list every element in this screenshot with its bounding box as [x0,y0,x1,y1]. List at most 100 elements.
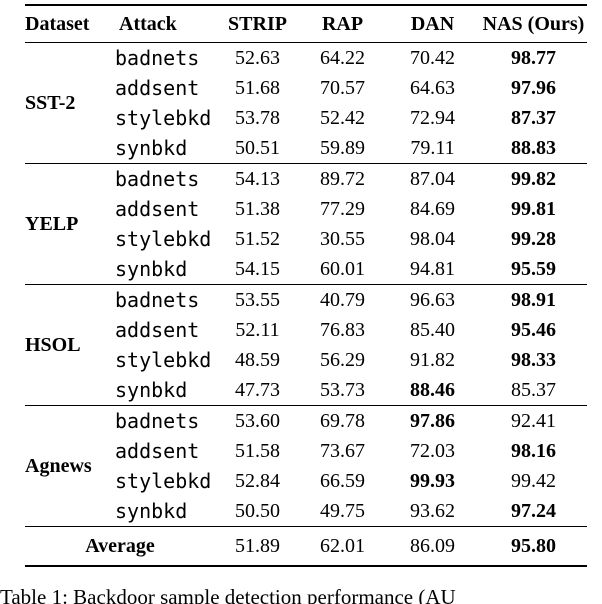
attack-label: stylebkd [115,227,212,251]
value-cell: 97.96 [511,76,556,99]
attack-label: stylebkd [115,348,212,372]
table-row: addsent 51.38 77.29 84.69 99.81 [25,194,587,224]
value-cell: 64.22 [320,46,365,69]
column-header-strip: STRIP [228,13,287,35]
value-cell: 99.81 [511,197,556,220]
column-header-dataset: Dataset [25,13,90,35]
attack-label: stylebkd [115,469,212,493]
value-cell: 98.77 [511,46,556,69]
average-value-cell: 51.89 [235,534,280,557]
value-cell: 87.04 [410,167,455,190]
value-cell: 49.75 [320,499,365,522]
results-table: Dataset Attack STRIP RAP DAN NAS (Ours) SST-2… [25,4,587,567]
value-cell: 52.63 [235,46,280,69]
table-header: Dataset Attack STRIP RAP DAN NAS (Ours) [25,5,587,43]
value-cell: 51.68 [235,76,280,99]
value-cell: 73.67 [320,439,365,462]
value-cell: 30.55 [320,227,365,250]
header-row: Dataset Attack STRIP RAP DAN NAS (Ours) [25,5,587,43]
column-header-nas-ours: NAS (Ours) [482,13,585,35]
value-cell: 72.94 [410,106,455,129]
table-row: synbkd 50.50 49.75 93.62 97.24 [25,496,587,527]
attack-label: addsent [115,439,200,463]
value-cell: 53.55 [235,288,280,311]
value-cell: 79.11 [410,136,455,159]
value-cell: 53.78 [235,106,280,129]
value-cell: 77.29 [320,197,365,220]
column-header-attack: Attack [119,13,177,35]
attack-label: badnets [115,46,200,70]
table-row: Agnews badnets 53.60 69.78 97.86 92.41 [25,406,587,477]
table-row: stylebkd 48.59 56.29 91.82 98.33 [25,345,587,375]
value-cell: 88.46 [410,378,455,401]
dataset-label: YELP [25,212,79,235]
dataset-group-hsol: HSOL badnets 53.55 40.79 96.63 98.91 addsent 52… [25,285,587,406]
table-row: stylebkd 53.78 52.42 72.94 87.37 [25,103,587,133]
table-row: synbkd 54.15 60.01 94.81 95.59 [25,254,587,285]
value-cell: 51.52 [235,227,280,250]
value-cell: 52.42 [320,106,365,129]
table-row-average: Average 51.89 62.01 86.09 95.80 [25,527,587,567]
value-cell: 84.69 [410,197,455,220]
attack-label: addsent [115,318,200,342]
value-cell: 70.42 [410,46,455,69]
value-cell: 47.73 [235,378,280,401]
average-value-cell: 86.09 [410,534,455,557]
attack-label: badnets [115,409,200,433]
value-cell: 97.86 [410,409,455,432]
value-cell: 91.82 [410,348,455,371]
attack-label: synbkd [115,499,188,523]
value-cell: 48.59 [235,348,280,371]
value-cell: 95.59 [511,257,556,280]
dataset-label: SST-2 [25,91,76,114]
value-cell: 50.51 [235,136,280,159]
value-cell: 89.72 [320,167,365,190]
average-value-cell: 62.01 [320,534,365,557]
value-cell: 87.37 [511,106,556,129]
attack-label: synbkd [115,378,188,402]
value-cell: 66.59 [320,469,365,492]
value-cell: 99.28 [511,227,556,250]
attack-label: badnets [115,288,200,312]
attack-label: addsent [115,197,200,221]
value-cell: 98.16 [511,439,556,462]
table-row: addsent 51.68 70.57 64.63 97.96 [25,73,587,103]
value-cell: 40.79 [320,288,365,311]
table-row: SST-2 badnets 52.63 64.22 70.42 98.77 [25,43,587,114]
table-row: stylebkd 51.52 30.55 98.04 99.28 [25,224,587,254]
value-cell: 99.42 [511,469,556,492]
value-cell: 99.82 [511,167,556,190]
value-cell: 53.60 [235,409,280,432]
dataset-label: Agnews [25,454,92,477]
attack-label: synbkd [115,136,188,160]
value-cell: 52.84 [235,469,280,492]
value-cell: 93.62 [410,499,455,522]
value-cell: 70.57 [320,76,365,99]
value-cell: 56.29 [320,348,365,371]
value-cell: 94.81 [410,257,455,280]
value-cell: 64.63 [410,76,455,99]
value-cell: 88.83 [511,136,556,159]
table-caption: Table 1: Backdoor sample detection perfo… [0,585,456,604]
table-row: stylebkd 52.84 66.59 99.93 99.42 [25,466,587,496]
value-cell: 69.78 [320,409,365,432]
dataset-group-yelp: YELP badnets 54.13 89.72 87.04 99.82 addsent 51… [25,164,587,285]
table-row: synbkd 47.73 53.73 88.46 85.37 [25,375,587,406]
dataset-label: HSOL [25,333,81,356]
value-cell: 72.03 [410,439,455,462]
value-cell: 60.01 [320,257,365,280]
value-cell: 52.11 [235,318,280,341]
attack-label: addsent [115,76,200,100]
average-row: Average 51.89 62.01 86.09 95.80 [25,527,587,567]
dataset-group-sst-2: SST-2 badnets 52.63 64.22 70.42 98.77 addsent 5… [25,43,587,164]
value-cell: 85.37 [511,378,556,401]
value-cell: 76.83 [320,318,365,341]
value-cell: 51.58 [235,439,280,462]
value-cell: 54.13 [235,167,280,190]
value-cell: 53.73 [320,378,365,401]
value-cell: 95.46 [511,318,556,341]
attack-label: synbkd [115,257,188,281]
value-cell: 51.38 [235,197,280,220]
attack-label: badnets [115,167,200,191]
